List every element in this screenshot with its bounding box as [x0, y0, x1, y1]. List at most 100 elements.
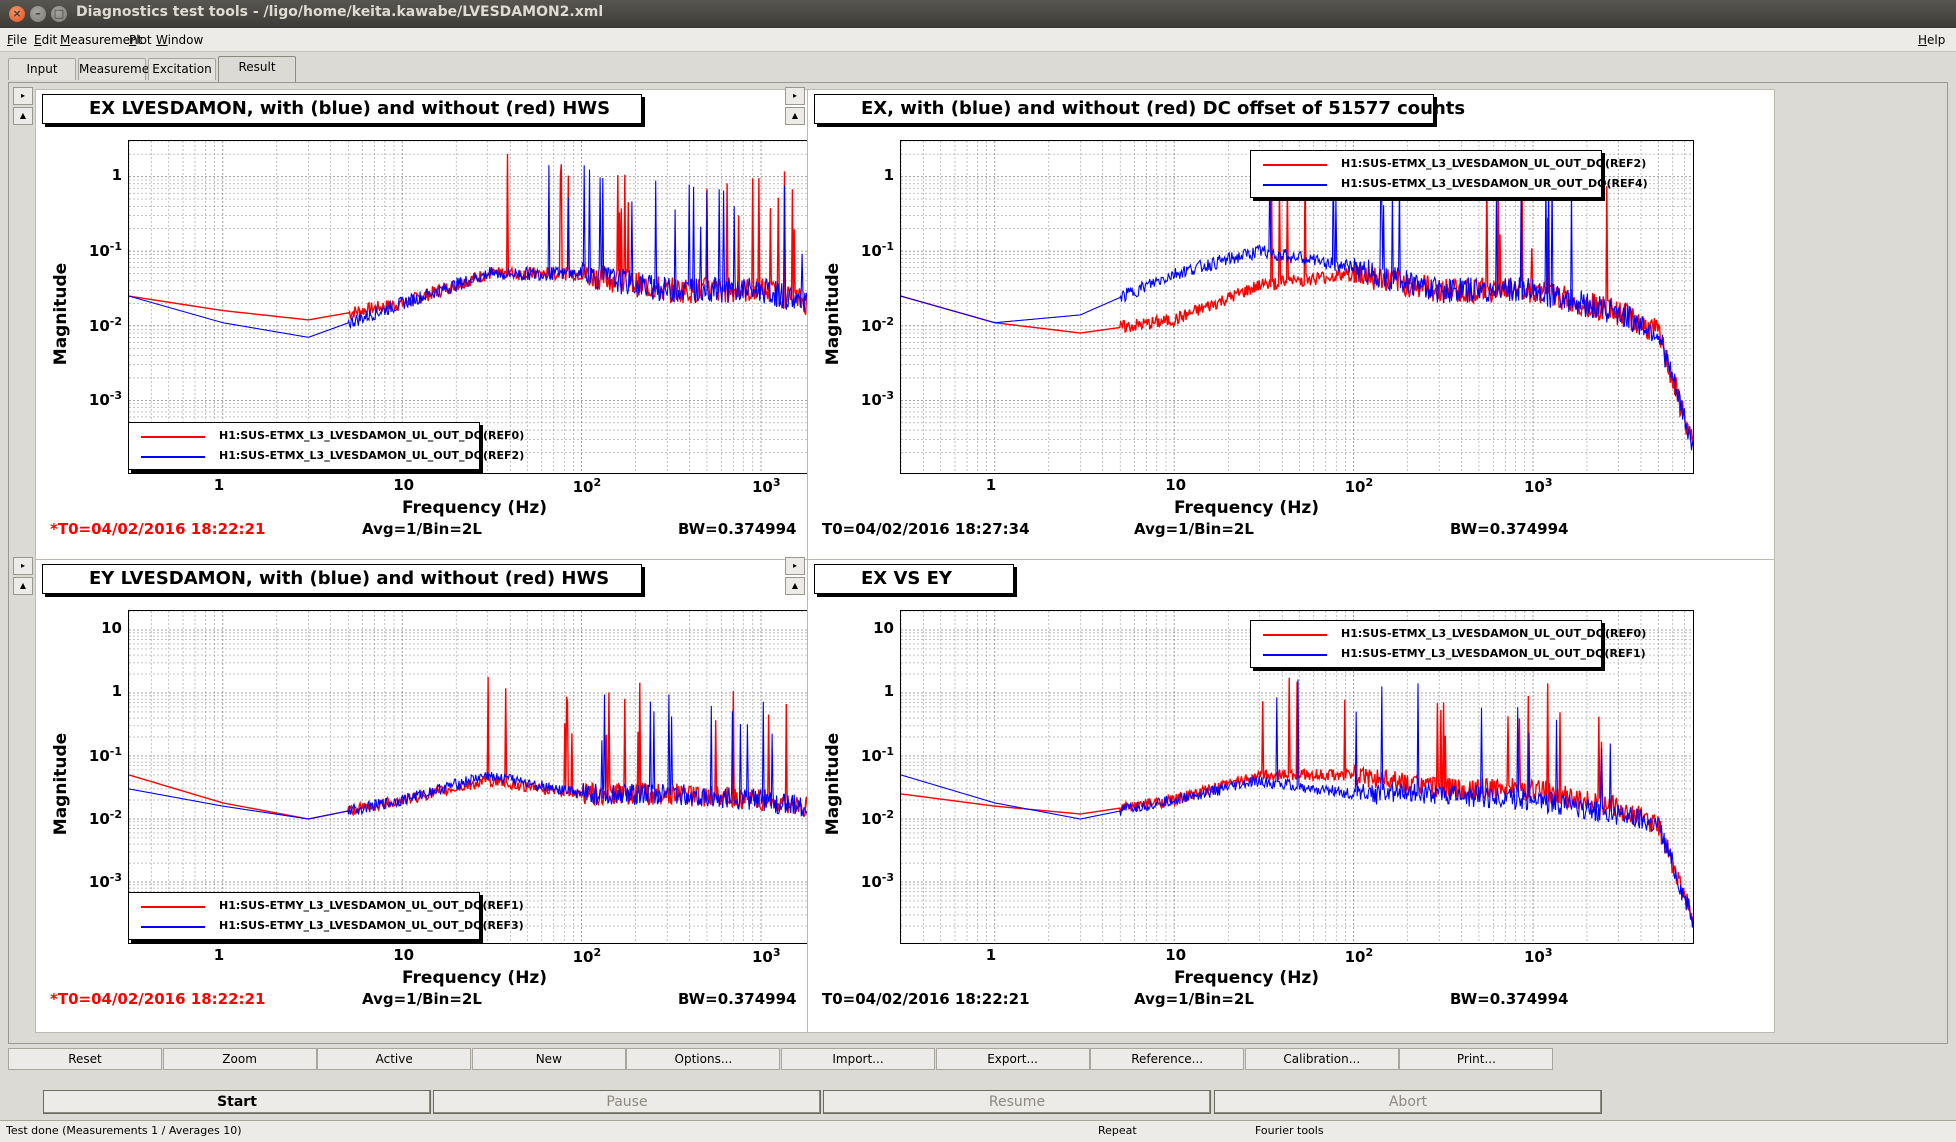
zoom-button[interactable]: Zoom [162, 1048, 317, 1070]
y-tick-label: 10-1 [88, 744, 122, 765]
pad-up-arrow-icon[interactable]: ▲ [13, 577, 33, 595]
y-tick-label: 10-2 [88, 314, 122, 335]
abort-button[interactable]: Abort [1214, 1090, 1602, 1114]
resume-button[interactable]: Resume [823, 1090, 1211, 1114]
x-axis-label: Frequency (Hz) [1174, 498, 1320, 518]
legend-entry: H1:SUS-ETMY_L3_LVESDAMON_UL_OUT_DQ(REF1) [1257, 646, 1646, 664]
plot-pad[interactable]: EX VS EY Magnitude 10 1 10-1 10-2 10-3 1 10 102 10… [807, 559, 1775, 1033]
y-tick-label: 10-3 [88, 389, 122, 410]
y-axis-label-box: Magnitude [50, 260, 74, 370]
legend-entry: H1:SUS-ETMX_L3_LVESDAMON_UL_OUT_DQ(REF2) [1257, 156, 1646, 174]
bandwidth-info: BW=0.374994 [1450, 990, 1569, 1008]
pad-select-arrow-icon[interactable]: ▸ [13, 87, 33, 105]
series-trace-blue [901, 156, 1693, 451]
legend-label: H1:SUS-ETMY_L3_LVESDAMON_UL_OUT_DQ(REF1) [1341, 647, 1646, 660]
menu-bar: File Edit Measurement Plot Window Help [0, 28, 1956, 52]
menu-window[interactable]: Window [156, 33, 204, 47]
bandwidth-info: BW=0.374994 [678, 990, 797, 1008]
plot-legend[interactable]: H1:SUS-ETMX_L3_LVESDAMON_UL_OUT_DQ(REF0)… [128, 422, 524, 470]
bandwidth-info: BW=0.374994 [678, 520, 797, 538]
series-trace-red [129, 153, 921, 441]
plot-frame[interactable] [128, 610, 922, 944]
options-button[interactable]: Options... [626, 1048, 781, 1070]
tab-input[interactable]: Input [8, 58, 76, 80]
plot-title: EX VS EY [814, 564, 1014, 594]
y-axis-label: Magnitude [823, 732, 843, 836]
tab-result[interactable]: Result [218, 56, 296, 82]
legend-line-swatch [141, 456, 205, 458]
legend-line-swatch [1263, 634, 1327, 636]
x-tick-label: 1 [213, 476, 225, 494]
y-tick-label: 10-2 [860, 314, 894, 335]
pause-button[interactable]: Pause [433, 1090, 821, 1114]
plot-legend[interactable]: H1:SUS-ETMX_L3_LVESDAMON_UL_OUT_DQ(REF0)… [1250, 620, 1646, 668]
series-trace-red [901, 163, 1693, 451]
active-button[interactable]: Active [317, 1048, 472, 1070]
pad-select-arrow-icon[interactable]: ▸ [785, 557, 805, 575]
legend-entry: H1:SUS-ETMX_L3_LVESDAMON_UR_OUT_DQ(REF4) [1257, 176, 1648, 194]
close-window-button[interactable]: × [9, 6, 25, 22]
x-tick-label: 103 [1523, 476, 1553, 496]
pad-select-arrow-icon[interactable]: ▸ [13, 557, 33, 575]
menu-edit[interactable]: Edit [34, 33, 58, 47]
result-plot-area: ▸ ▲ EX LVESDAMON, with (blue) and without … [8, 82, 1948, 1044]
avg-bin-info: Avg=1/Bin=2L [1134, 990, 1254, 1008]
y-tick-label: 1 [883, 165, 894, 184]
tab-measurement[interactable]: Measurement [78, 58, 161, 80]
x-tick-label: 102 [572, 946, 602, 966]
menu-measurement[interactable]: Measurement [60, 33, 143, 47]
new-button[interactable]: New [471, 1048, 626, 1070]
calibration-button[interactable]: Calibration... [1244, 1048, 1399, 1070]
tab-excitation[interactable]: Excitation [148, 58, 216, 80]
status-repeat: Repeat [1098, 1124, 1137, 1137]
t0-timestamp: *T0=04/02/2016 18:22:21 [50, 990, 266, 1008]
x-tick-label: 10 [393, 946, 415, 964]
spectrum-plot [129, 141, 921, 473]
x-tick-label: 102 [1344, 476, 1374, 496]
pad-arrows: ▸ ▲ [785, 557, 807, 597]
menu-plot[interactable]: Plot [129, 33, 152, 47]
import-button[interactable]: Import... [781, 1048, 935, 1070]
export-button[interactable]: Export... [935, 1048, 1090, 1070]
y-axis-label: Magnitude [51, 732, 71, 836]
series-trace-blue [129, 694, 921, 922]
reset-button[interactable]: Reset [8, 1048, 162, 1070]
y-axis-label-box: Magnitude [822, 730, 846, 840]
maximize-window-button[interactable]: □ [51, 6, 67, 22]
legend-entry: H1:SUS-ETMX_L3_LVESDAMON_UL_OUT_DQ(REF0) [135, 428, 524, 446]
pad-select-arrow-icon[interactable]: ▸ [785, 87, 805, 105]
plot-title: EX, with (blue) and without (red) DC off… [814, 94, 1465, 124]
avg-bin-info: Avg=1/Bin=2L [362, 520, 482, 538]
bandwidth-info: BW=0.374994 [1450, 520, 1569, 538]
series-trace-blue [129, 165, 921, 449]
plot-frame[interactable] [128, 140, 922, 474]
start-button[interactable]: Start [43, 1090, 431, 1114]
pad-up-arrow-icon[interactable]: ▲ [785, 107, 805, 125]
pad-up-arrow-icon[interactable]: ▲ [785, 577, 805, 595]
pad-arrows: ▸ ▲ [13, 557, 35, 597]
status-message: Test done (Measurements 1 / Averages 10) [6, 1124, 242, 1137]
legend-line-swatch [1263, 184, 1327, 186]
legend-label: H1:SUS-ETMX_L3_LVESDAMON_UR_OUT_DQ(REF4) [1341, 177, 1648, 190]
plot-pad[interactable]: EX, with (blue) and without (red) DC off… [807, 89, 1775, 563]
avg-bin-info: Avg=1/Bin=2L [1134, 520, 1254, 538]
menu-file[interactable]: File [7, 33, 28, 47]
reference-button[interactable]: Reference... [1090, 1048, 1245, 1070]
menu-help[interactable]: Help [1918, 33, 1946, 47]
y-tick-label: 1 [111, 681, 122, 700]
y-tick-label: 10-3 [88, 870, 122, 891]
t0-timestamp: T0=04/02/2016 18:27:34 [822, 520, 1030, 538]
pad-up-arrow-icon[interactable]: ▲ [13, 107, 33, 125]
y-tick-label: 1 [883, 681, 894, 700]
y-tick-label: 10-1 [860, 240, 894, 261]
y-tick-label: 10-2 [88, 807, 122, 828]
window-title: Diagnostics test tools - /ligo/home/keit… [76, 4, 604, 20]
plot-legend[interactable]: H1:SUS-ETMY_L3_LVESDAMON_UL_OUT_DQ(REF1)… [128, 892, 524, 940]
x-tick-label: 102 [1344, 946, 1374, 966]
print-button[interactable]: Print... [1399, 1048, 1554, 1070]
y-tick-label: 10-2 [860, 807, 894, 828]
y-axis-label: Magnitude [51, 262, 71, 366]
minimize-window-button[interactable]: – [30, 6, 46, 22]
y-axis-label-box: Magnitude [822, 260, 846, 370]
plot-legend[interactable]: H1:SUS-ETMX_L3_LVESDAMON_UL_OUT_DQ(REF2)… [1250, 150, 1648, 198]
